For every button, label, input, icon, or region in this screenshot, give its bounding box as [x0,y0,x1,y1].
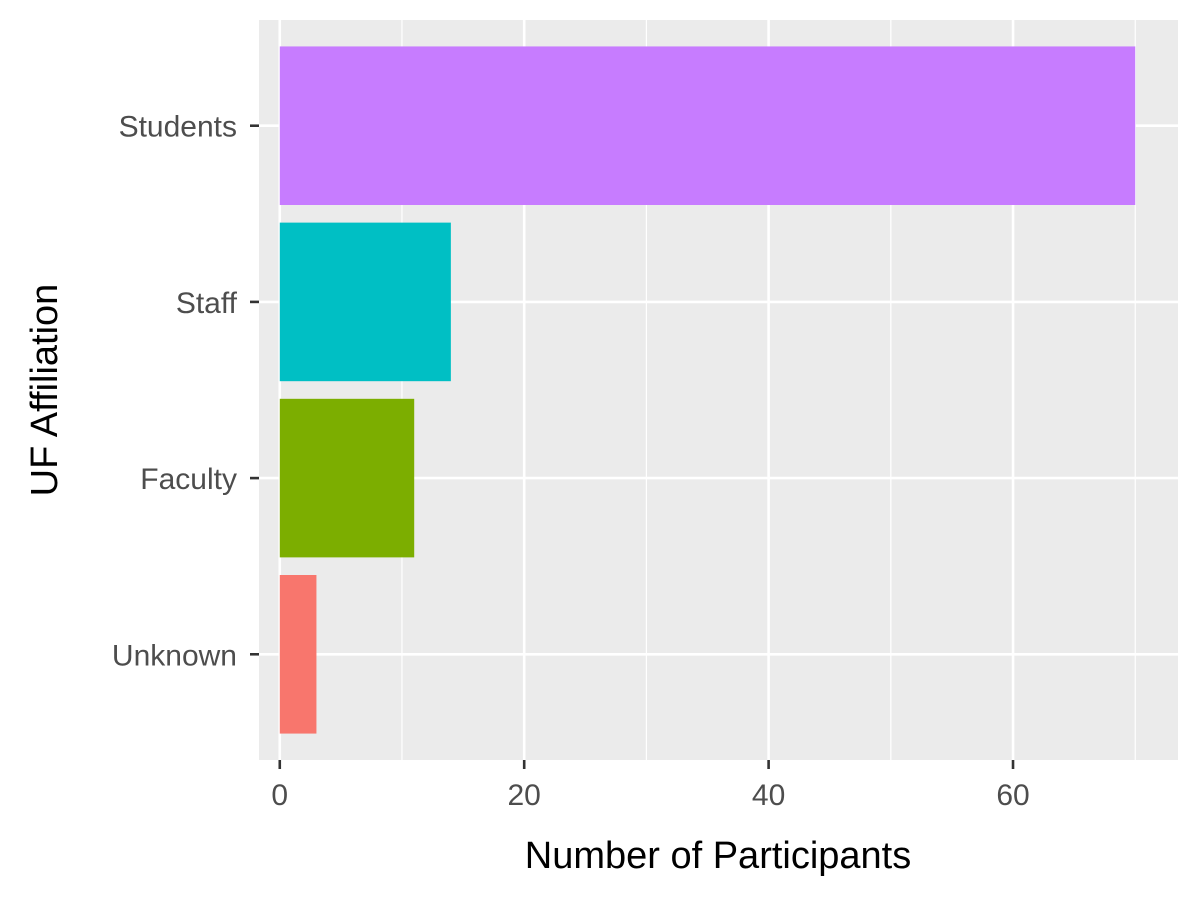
y-tick-label-unknown: Unknown [112,639,237,672]
y-axis-title: UF Affiliation [24,284,66,497]
x-tick-label: 0 [271,779,288,812]
y-tick-label-faculty: Faculty [140,463,237,496]
x-tick-label: 40 [752,779,785,812]
bar-students [279,46,1136,205]
y-tick-label-students: Students [119,111,237,144]
x-tick-label: 20 [508,779,541,812]
y-tick-label-staff: Staff [176,287,238,320]
y-axis: Unknown Faculty Staff Students [112,111,259,672]
bars [279,46,1136,734]
bar-unknown [279,575,317,734]
bar-staff [279,222,451,382]
x-axis-title: Number of Participants [525,835,912,877]
x-axis: 0 20 40 60 [271,760,1030,812]
bar-faculty [279,398,415,558]
x-tick-label: 60 [996,779,1029,812]
